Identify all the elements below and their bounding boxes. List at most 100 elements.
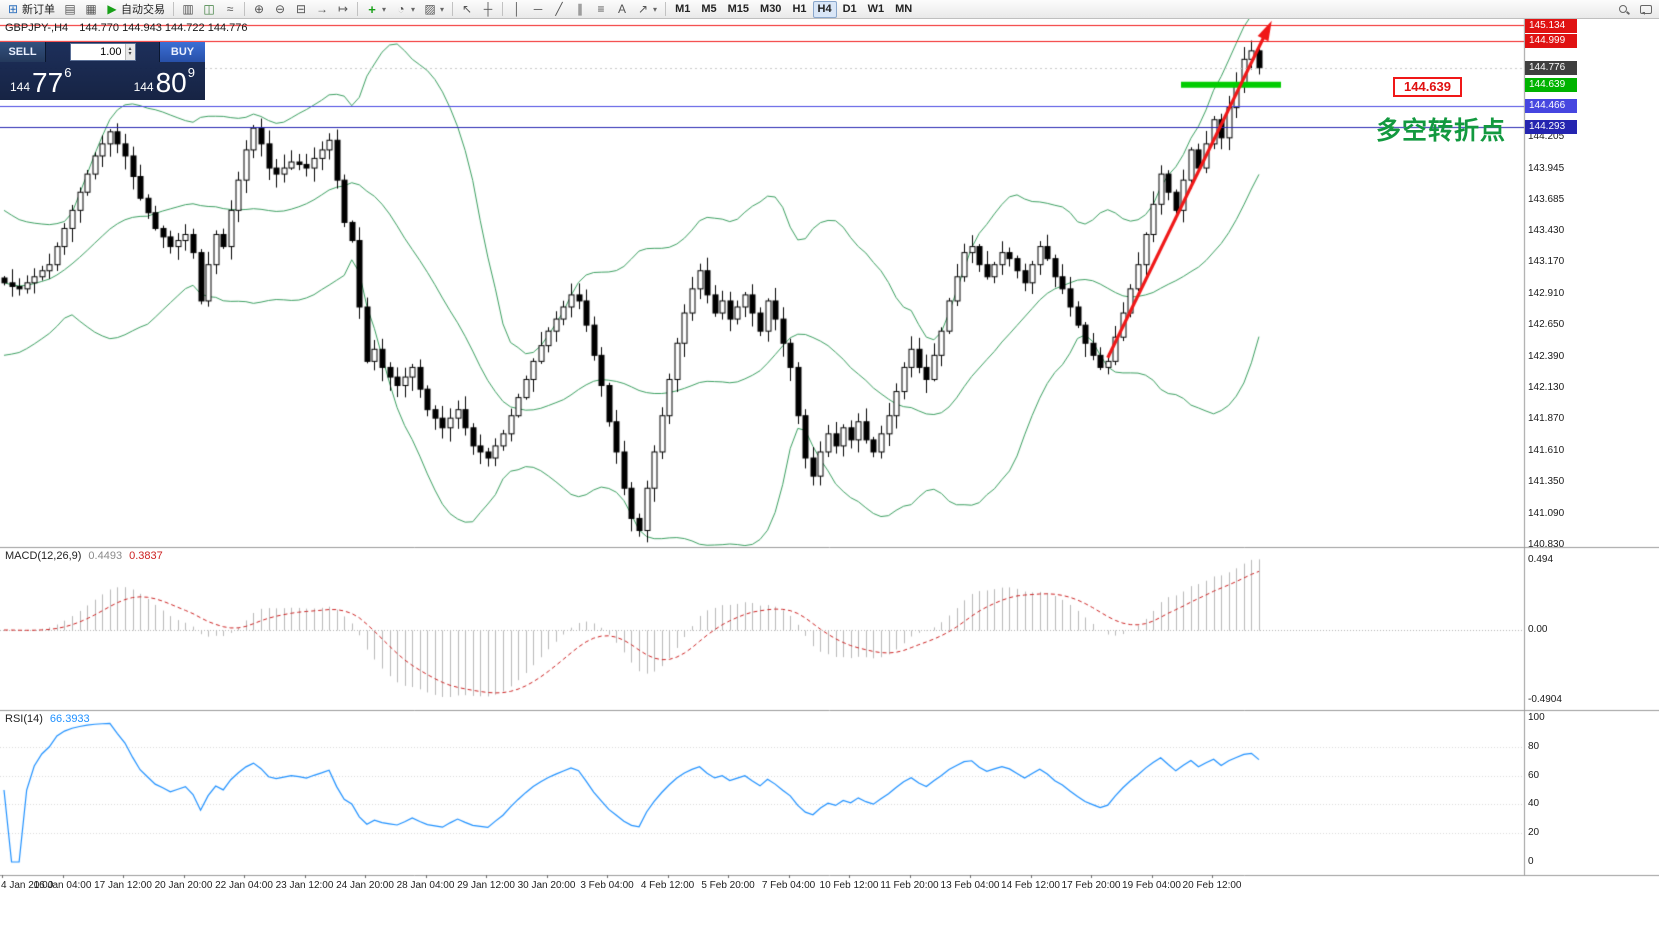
tile-windows-button[interactable]: ⊟ xyxy=(291,1,311,18)
templates-icon: ▨ xyxy=(424,1,436,16)
price-level-badge: 145.134 xyxy=(1525,19,1577,33)
arrows-button[interactable]: ↗ ▾ xyxy=(633,1,661,18)
time-axis-label: 20 Feb 12:00 xyxy=(1182,880,1242,891)
auto-scroll-icon: → xyxy=(316,1,328,16)
tf-h1-button[interactable]: H1 xyxy=(787,1,811,18)
time-axis-label: 7 Feb 04:00 xyxy=(761,880,816,891)
channel-button[interactable]: ∥ xyxy=(570,1,590,18)
sell-button[interactable]: SELL xyxy=(0,42,46,62)
search-button[interactable] xyxy=(1613,1,1634,18)
arrows-icon: ↗ xyxy=(638,1,649,16)
dropdown-arrow-icon[interactable]: ▾ xyxy=(411,4,416,14)
tf-h4-button[interactable]: H4 xyxy=(812,0,837,18)
fibonacci-button[interactable]: ≡ xyxy=(591,1,611,18)
tf-d1-button[interactable]: D1 xyxy=(838,1,862,18)
market-watch-button[interactable]: ▤ xyxy=(60,1,80,18)
dropdown-arrow-icon[interactable]: ▾ xyxy=(653,4,658,14)
price-axis-label: 143.170 xyxy=(1528,256,1565,268)
time-axis-label: 4 Feb 12:00 xyxy=(640,880,695,891)
time-axis-label: 24 Jan 20:00 xyxy=(336,880,394,891)
buy-button[interactable]: BUY xyxy=(159,42,205,62)
rsi-axis-label: 100 xyxy=(1528,712,1545,723)
new-order-button[interactable]: ⊞ 新订单 xyxy=(3,1,59,18)
tf-mn-button[interactable]: MN xyxy=(890,1,917,18)
zoom-in-button[interactable]: ⊕ xyxy=(249,1,269,18)
tf-d1-button-label: D1 xyxy=(842,3,857,15)
text-button[interactable]: A xyxy=(612,1,632,18)
bar-chart-button[interactable]: ▥ xyxy=(178,1,198,18)
tf-m15-button[interactable]: M15 xyxy=(723,1,754,18)
cursor-button[interactable]: ↖ xyxy=(457,1,477,18)
vertical-line-button[interactable]: │ xyxy=(507,1,527,18)
macd-header: MACD(12,26,9) 0.4493 0.3837 xyxy=(5,550,163,562)
toolbar-separator xyxy=(502,2,504,16)
line-chart-button[interactable]: ≈ xyxy=(220,1,240,18)
crosshair-icon: ┼ xyxy=(483,1,493,16)
tf-m1-button-label: M1 xyxy=(675,3,691,15)
horizontal-line-button[interactable]: ─ xyxy=(528,1,548,18)
indicators-button[interactable]: + ▾ xyxy=(362,1,390,18)
dropdown-arrow-icon[interactable]: ▾ xyxy=(382,4,387,14)
rsi-name: RSI(14) xyxy=(5,713,43,725)
play-icon: ▶ xyxy=(107,1,117,16)
navigator-button[interactable]: ▦ xyxy=(81,1,101,18)
chart-overlay: GBPJPY-,H4 144.770 144.943 144.722 144.7… xyxy=(0,19,1659,943)
macd-value-main: 0.4493 xyxy=(88,550,123,562)
stepper-down-icon[interactable]: ▾ xyxy=(128,51,132,57)
rsi-header: RSI(14) 66.3933 xyxy=(5,713,90,725)
sell-price-base: 144 xyxy=(10,80,31,94)
periods-button[interactable]: ◔ ▾ xyxy=(391,1,419,18)
dropdown-arrow-icon[interactable]: ▾ xyxy=(440,4,445,14)
tf-m30-button[interactable]: M30 xyxy=(755,1,786,18)
time-axis-label: 17 Feb 20:00 xyxy=(1061,880,1121,891)
channel-icon: ∥ xyxy=(577,1,584,16)
tf-m1-button[interactable]: M1 xyxy=(670,1,695,18)
rsi-value: 66.3933 xyxy=(49,713,90,725)
trendline-button[interactable]: ╱ xyxy=(549,1,569,18)
stepper-up-icon[interactable]: ▴ xyxy=(128,46,132,52)
candlestick-chart-button[interactable]: ◫ xyxy=(199,1,219,18)
rsi-axis-label: 0 xyxy=(1528,856,1534,867)
sell-price-big: 77 xyxy=(32,67,64,99)
chart-shift-button[interactable]: ↦ xyxy=(333,1,353,18)
price-axis-label: 141.870 xyxy=(1528,413,1565,425)
price-level-badge: 144.639 xyxy=(1525,77,1577,92)
chat-button[interactable] xyxy=(1635,1,1656,18)
buy-price: 144 80 9 xyxy=(134,63,195,97)
toolbar: ⊞ 新订单 ▤ ▦ ▶ 自动交易 ▥ ◫ ≈ ⊕ ⊖ ⊟ → ↦ + ▾ ◔ ▾ ▨ ▾ ↖ ┼ │ ─ ╱ ∥ ≡ A ↗ ▾ M1 M5 M… xyxy=(0,0,1659,19)
price-axis-label: 143.945 xyxy=(1528,162,1565,174)
time-axis-label: 23 Jan 12:00 xyxy=(275,880,334,891)
time-axis-label: 17 Jan 12:00 xyxy=(94,880,152,891)
fibonacci-icon: ≡ xyxy=(597,1,605,16)
time-axis-label: 14 Feb 12:00 xyxy=(1001,880,1060,891)
rsi-axis-label: 20 xyxy=(1528,827,1540,839)
zoom-out-button[interactable]: ⊖ xyxy=(270,1,290,18)
tf-m5-button[interactable]: M5 xyxy=(696,1,721,18)
market-watch-icon: ▤ xyxy=(64,1,76,16)
auto-scroll-button[interactable]: → xyxy=(312,1,332,18)
chart-canvas[interactable] xyxy=(0,19,1659,943)
tf-w1-button-label: W1 xyxy=(867,3,885,15)
toolbar-separator xyxy=(452,2,454,16)
search-icon xyxy=(1617,3,1630,16)
line-chart-icon: ≈ xyxy=(226,1,234,16)
rsi-axis-label: 40 xyxy=(1528,798,1540,810)
toolbar-separator xyxy=(173,2,174,16)
macd-axis-label: 0.00 xyxy=(1528,624,1548,635)
templates-button[interactable]: ▨ ▾ xyxy=(420,1,448,18)
volume-input[interactable]: 1.00 ▴ ▾ xyxy=(69,43,136,61)
time-axis-label: 5 Feb 20:00 xyxy=(701,880,755,891)
price-axis-label: 142.130 xyxy=(1528,381,1565,393)
auto-trading-button[interactable]: ▶ 自动交易 xyxy=(102,1,169,18)
toolbar-separator xyxy=(357,2,358,16)
crosshair-button[interactable]: ┼ xyxy=(478,1,498,18)
candlestick-icon: ◫ xyxy=(203,1,215,16)
tf-h4-button-label: H4 xyxy=(817,3,832,15)
price-axis-label: 143.685 xyxy=(1528,194,1565,206)
zoom-in-icon: ⊕ xyxy=(253,1,265,16)
tf-w1-button[interactable]: W1 xyxy=(863,1,890,18)
volume-stepper[interactable]: ▴ ▾ xyxy=(124,44,135,60)
volume-value[interactable]: 1.00 xyxy=(100,46,122,58)
price-axis-label: 142.650 xyxy=(1528,319,1565,331)
tf-mn-button-label: MN xyxy=(895,3,913,15)
